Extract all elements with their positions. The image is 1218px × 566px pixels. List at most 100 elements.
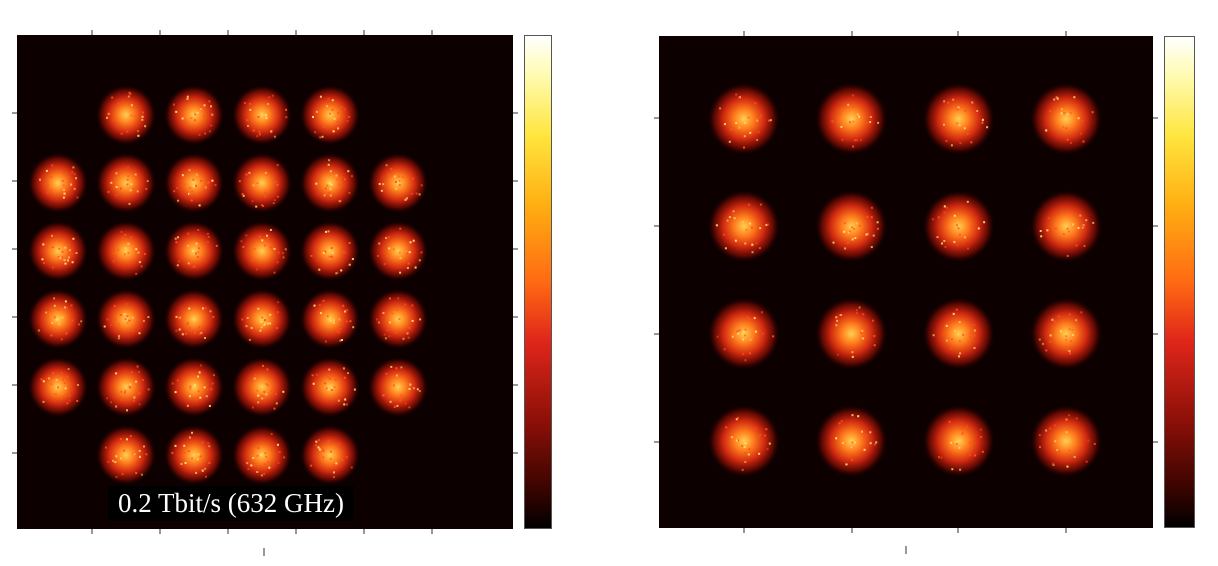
constellation-speckle [187, 244, 190, 247]
constellation-speckle [333, 117, 336, 120]
constellation-speckle [351, 258, 354, 260]
constellation-speckle [276, 164, 279, 167]
constellation-speckle [261, 397, 264, 400]
constellation-speckle [60, 338, 63, 341]
constellation-speckle [133, 115, 136, 117]
constellation-speckle [1062, 232, 1065, 235]
constellation-speckle [190, 199, 193, 202]
constellation-speckle [117, 323, 120, 326]
constellation-speckle [140, 265, 143, 268]
constellation-speckle [768, 119, 771, 122]
constellation-speckle [346, 120, 349, 123]
constellation-point [922, 82, 995, 155]
constellation-speckle [126, 409, 128, 412]
constellation-speckle [130, 371, 133, 374]
constellation-speckle [310, 254, 313, 257]
constellation-point [922, 405, 995, 478]
constellation-speckle [124, 247, 127, 250]
constellation-speckle [1062, 126, 1065, 128]
constellation-speckle [747, 453, 750, 456]
constellation-speckle [200, 179, 203, 182]
constellation-speckle [55, 307, 58, 310]
constellation-speckle [126, 438, 128, 441]
constellation-speckle [329, 457, 332, 460]
constellation-speckle [860, 139, 862, 142]
constellation-speckle [276, 195, 279, 198]
constellation-speckle [204, 337, 206, 339]
constellation-speckle [352, 326, 355, 329]
constellation-speckle [42, 243, 45, 246]
constellation-speckle [198, 333, 201, 335]
constellation-speckle [869, 121, 872, 123]
constellation-point [922, 297, 995, 370]
constellation-speckle [981, 120, 984, 123]
constellation-speckle [344, 310, 347, 313]
constellation-speckle [869, 431, 872, 434]
constellation-speckle [133, 191, 135, 194]
constellation-speckle [735, 418, 738, 421]
constellation-speckle [130, 236, 133, 239]
constellation-speckle [175, 110, 178, 113]
constellation-speckle [956, 108, 959, 111]
constellation-speckle [870, 246, 873, 249]
constellation-speckle [729, 436, 732, 439]
constellation-speckle [736, 330, 739, 333]
constellation-speckle [339, 339, 342, 342]
constellation-speckle [330, 255, 333, 258]
constellation-speckle [399, 227, 402, 230]
constellation-speckle [54, 393, 57, 396]
constellation-speckle [767, 223, 769, 226]
constellation-speckle [248, 338, 251, 341]
constellation-speckle [47, 377, 50, 380]
constellation-speckle [858, 224, 861, 227]
constellation-speckle [962, 431, 964, 434]
constellation-speckle [171, 382, 174, 385]
constellation-speckle [258, 133, 261, 136]
constellation-speckle [139, 455, 141, 458]
constellation-speckle [71, 253, 73, 256]
constellation-speckle [265, 383, 268, 385]
constellation-speckle [411, 304, 414, 307]
constellation-speckle [271, 94, 274, 97]
constellation-speckle [242, 194, 245, 197]
constellation-speckle [405, 252, 408, 255]
constellation-speckle [115, 255, 118, 258]
constellation-speckle [268, 466, 271, 469]
constellation-speckle [312, 116, 314, 118]
constellation-speckle [127, 251, 130, 254]
constellation-speckle [406, 197, 408, 200]
constellation-speckle [350, 175, 353, 178]
constellation-speckle [77, 384, 79, 386]
constellation-speckle [64, 300, 67, 303]
constellation-speckle [326, 315, 329, 318]
constellation-speckle [191, 250, 194, 253]
constellation-speckle [51, 164, 54, 167]
constellation-speckle [378, 242, 381, 245]
constellation-speckle [1058, 449, 1060, 452]
constellation-speckle [76, 196, 79, 199]
constellation-speckle [285, 108, 288, 111]
constellation-speckle [346, 309, 349, 312]
constellation-speckle [841, 442, 844, 445]
constellation-speckle [847, 231, 850, 234]
constellation-speckle [71, 319, 74, 322]
constellation-speckle [744, 451, 747, 454]
constellation-speckle [120, 132, 123, 135]
constellation-speckle [261, 204, 263, 207]
constellation-speckle [265, 393, 268, 396]
constellation-speckle [955, 443, 958, 445]
constellation-speckle [194, 113, 197, 116]
constellation-speckle [1077, 117, 1080, 120]
constellation-speckle [141, 111, 144, 114]
constellation-speckle [62, 172, 65, 175]
constellation-speckle [181, 117, 184, 120]
constellation-point [164, 153, 224, 213]
constellation-speckle [931, 218, 934, 221]
constellation-speckle [394, 180, 397, 183]
constellation-speckle [339, 199, 342, 202]
constellation-speckle [964, 109, 967, 112]
constellation-speckle [135, 248, 138, 251]
constellation-speckle [958, 321, 961, 323]
constellation-speckle [117, 248, 120, 251]
constellation-speckle [72, 166, 75, 169]
